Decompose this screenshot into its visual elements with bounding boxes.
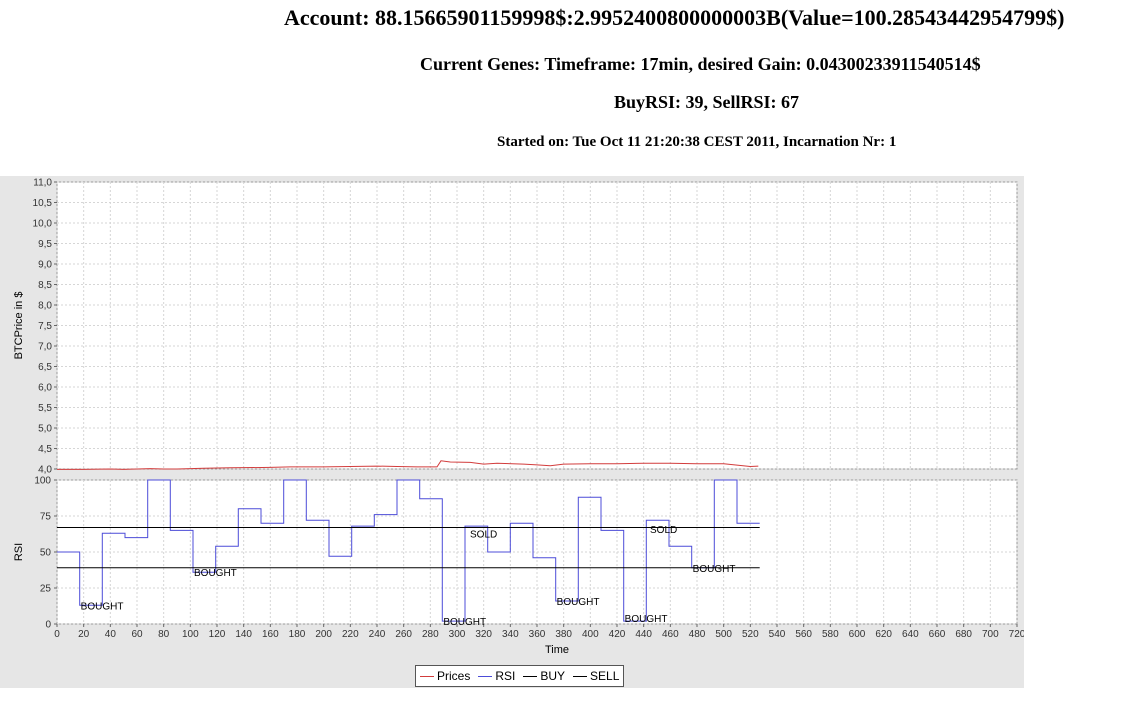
x-tick-label: 560	[795, 629, 812, 640]
legend-item: Prices	[420, 669, 470, 683]
x-tick-label: 660	[929, 629, 946, 640]
x-tick-label: 520	[742, 629, 759, 640]
started-subtitle: Started on: Tue Oct 11 21:20:38 CEST 201…	[497, 134, 897, 150]
trade-annotation: BOUGHT	[81, 601, 124, 612]
price-y-tick-label: 5,0	[38, 424, 52, 435]
trade-annotation: SOLD	[650, 525, 677, 536]
price-y-tick-label: 11,0	[33, 178, 52, 189]
trade-annotation: BOUGHT	[625, 614, 668, 625]
x-tick-label: 340	[502, 629, 519, 640]
x-tick-label: 320	[475, 629, 492, 640]
price-y-tick-label: 4,5	[38, 444, 52, 455]
x-tick-label: 440	[635, 629, 652, 640]
rsi-series-line	[57, 479, 760, 622]
legend-swatch	[523, 675, 538, 677]
legend-item: SELL	[573, 669, 619, 683]
trade-annotation: BOUGHT	[443, 617, 486, 628]
x-tick-label: 620	[875, 629, 892, 640]
legend-swatch	[420, 675, 434, 677]
rsi-y-tick-label: 50	[40, 548, 52, 559]
x-tick-label: 380	[555, 629, 572, 640]
price-y-tick-label: 10,5	[33, 198, 53, 209]
legend-item: RSI	[478, 669, 515, 683]
x-tick-label: 400	[582, 629, 599, 640]
rsi-y-tick-label: 25	[40, 584, 52, 595]
price-y-tick-label: 7,5	[38, 321, 52, 332]
price-y-tick-label: 8,5	[38, 280, 52, 291]
trade-annotation: BOUGHT	[557, 597, 600, 608]
chart-legend: Prices RSI BUY SELL	[415, 665, 625, 687]
x-tick-label: 720	[1009, 629, 1024, 640]
legend-label: SELL	[590, 669, 620, 683]
genes-subtitle: Current Genes: Timeframe: 17min, desired…	[420, 54, 981, 74]
x-tick-label: 280	[422, 629, 439, 640]
x-tick-label: 220	[342, 629, 359, 640]
x-tick-label: 500	[715, 629, 732, 640]
x-tick-label: 120	[209, 629, 226, 640]
price-y-tick-label: 9,0	[38, 260, 52, 271]
x-tick-label: 200	[315, 629, 332, 640]
legend-label: RSI	[495, 669, 516, 683]
x-tick-label: 100	[182, 629, 199, 640]
price-y-tick-label: 7,0	[38, 342, 52, 353]
x-tick-label: 600	[849, 629, 866, 640]
trade-annotation: SOLD	[470, 529, 497, 540]
x-axis-label: Time	[545, 644, 569, 656]
x-tick-label: 0	[54, 629, 60, 640]
rsi-y-tick-label: 75	[40, 512, 52, 523]
legend-label: Prices	[437, 669, 471, 683]
x-tick-label: 460	[662, 629, 679, 640]
x-tick-label: 240	[369, 629, 386, 640]
legend-swatch	[478, 675, 493, 677]
legend-label: BUY	[540, 669, 566, 683]
price-y-tick-label: 10,0	[33, 219, 53, 230]
x-tick-label: 680	[955, 629, 972, 640]
rsi-y-tick-label: 100	[34, 476, 51, 487]
price-y-tick-label: 6,0	[38, 383, 52, 394]
price-y-tick-label: 4,0	[38, 465, 52, 476]
account-title: Account: 88.15665901159998$:2.9952400800…	[284, 5, 1065, 30]
x-tick-label: 640	[902, 629, 919, 640]
price-y-tick-label: 5,5	[38, 403, 52, 414]
rsi-settings-subtitle: BuyRSI: 39, SellRSI: 67	[614, 92, 800, 112]
price-y-axis-label: BTCPrice in $	[13, 292, 25, 360]
x-tick-label: 700	[982, 629, 999, 640]
x-tick-label: 420	[609, 629, 626, 640]
trade-annotation: BOUGHT	[693, 564, 736, 575]
chart-svg: 4,0 4,5 5,0 5,5 6,0 6,5 7,0 7,5 8,0 8,5 9,0 9,5 10,0…	[13, 178, 1024, 657]
price-series-line	[57, 460, 759, 470]
rsi-y-tick-label: 0	[45, 620, 51, 631]
x-tick-label: 60	[131, 629, 143, 640]
x-tick-label: 480	[689, 629, 706, 640]
legend-item: BUY	[523, 669, 565, 683]
x-tick-label: 160	[262, 629, 279, 640]
x-tick-label: 580	[822, 629, 839, 640]
price-y-tick-label: 8,0	[38, 301, 52, 312]
trade-annotation: BOUGHT	[194, 568, 237, 579]
chart-panel: 4,0 4,5 5,0 5,5 6,0 6,5 7,0 7,5 8,0 8,5 9,0 9,5 10,0…	[0, 176, 1024, 688]
x-tick-label: 40	[105, 629, 117, 640]
x-tick-label: 20	[78, 629, 90, 640]
x-tick-label: 300	[449, 629, 466, 640]
legend-swatch	[573, 675, 588, 677]
x-tick-label: 540	[769, 629, 786, 640]
x-tick-label: 80	[158, 629, 170, 640]
x-tick-label: 260	[395, 629, 412, 640]
x-tick-label: 140	[235, 629, 252, 640]
x-tick-label: 360	[529, 629, 546, 640]
x-tick-label: 180	[289, 629, 306, 640]
price-y-tick-label: 9,5	[38, 239, 52, 250]
rsi-y-axis-label: RSI	[13, 543, 25, 561]
price-y-tick-label: 6,5	[38, 362, 52, 373]
